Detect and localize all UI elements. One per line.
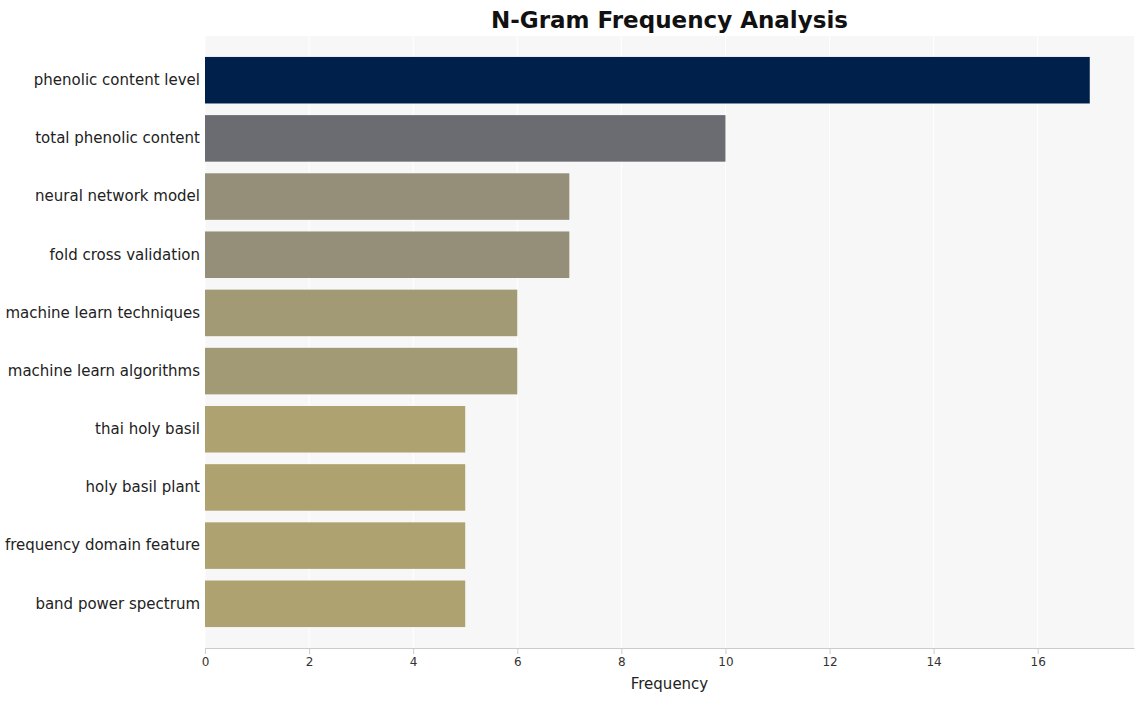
tick: frequency domain feature (5, 536, 205, 554)
category-label: total phenolic content (35, 129, 200, 147)
tick: 16 (1031, 648, 1046, 669)
category-label: holy basil plant (86, 478, 201, 496)
tick: 2 (306, 648, 314, 669)
tick: 6 (514, 648, 522, 669)
tick-label: 12 (822, 655, 837, 669)
grid (205, 36, 1038, 648)
tick-mark (621, 648, 622, 654)
tick: total phenolic content (35, 129, 205, 147)
tick: 14 (926, 648, 941, 669)
category-label: phenolic content level (34, 71, 200, 89)
plot-background (205, 36, 1134, 648)
bar (205, 348, 517, 395)
tick: 12 (822, 648, 837, 669)
x-axis-line (206, 648, 1135, 649)
tick-label: 2 (306, 655, 314, 669)
tick-label: 14 (926, 655, 941, 669)
tick-mark (934, 648, 935, 654)
tick-mark (1038, 648, 1039, 654)
tick: 8 (618, 648, 626, 669)
tick: machine learn algorithms (8, 362, 205, 380)
x-axis-title: Frequency (631, 675, 709, 693)
bars (205, 57, 1090, 627)
tick: phenolic content level (34, 71, 205, 89)
tick-label: 10 (718, 655, 733, 669)
tick-mark (517, 648, 518, 654)
category-label: machine learn techniques (5, 304, 200, 322)
bar (205, 290, 517, 337)
title: N-Gram Frequency Analysis (491, 7, 848, 33)
tick-label: 4 (410, 655, 418, 669)
category-label: neural network model (35, 187, 200, 205)
chart: 0 2 4 6 8 10 12 14 16 phenolic content level total… (0, 0, 1144, 701)
grid-line (933, 36, 934, 648)
bar (205, 406, 465, 453)
bar (205, 173, 569, 220)
grid-line (829, 36, 830, 648)
tick: 0 (202, 648, 210, 669)
tick: fold cross validation (50, 246, 205, 264)
x-axis: 0 2 4 6 8 10 12 14 16 (202, 648, 1135, 669)
tick: neural network model (35, 187, 205, 205)
tick-mark (205, 648, 206, 654)
tick: holy basil plant (86, 478, 205, 496)
tick-mark (830, 648, 831, 654)
bar (205, 464, 465, 511)
category-label: band power spectrum (35, 595, 200, 613)
tick-mark (413, 648, 414, 654)
plot: 0 2 4 6 8 10 12 14 16 phenolic content level total… (5, 36, 1135, 669)
tick: 4 (410, 648, 418, 669)
tick: thai holy basil (95, 420, 205, 438)
tick: machine learn techniques (5, 304, 205, 322)
tick-mark (309, 648, 310, 654)
bar (205, 581, 465, 628)
category-label: thai holy basil (95, 420, 200, 438)
bar (205, 522, 465, 569)
bar (205, 231, 569, 278)
tick-mark (725, 648, 726, 654)
tick-label: 0 (202, 655, 210, 669)
bar (205, 57, 1090, 104)
category-label: fold cross validation (50, 246, 200, 264)
bar (205, 115, 725, 162)
tick-label: 6 (514, 655, 522, 669)
category-label: machine learn algorithms (8, 362, 200, 380)
grid-line (1037, 36, 1038, 648)
y-axis: phenolic content level total phenolic con… (5, 71, 205, 613)
tick-label: 16 (1031, 655, 1046, 669)
tick: band power spectrum (35, 595, 205, 613)
tick-label: 8 (618, 655, 626, 669)
category-label: frequency domain feature (5, 536, 200, 554)
tick: 10 (718, 648, 733, 669)
